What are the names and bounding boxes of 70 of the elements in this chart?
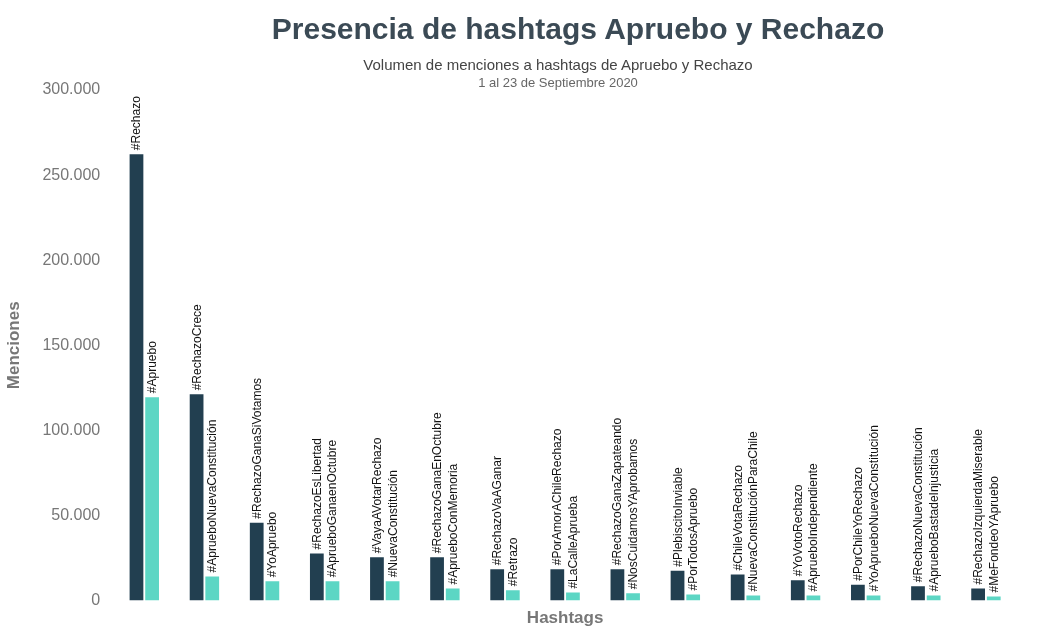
data-label: #ChileVotaRechazo (730, 464, 745, 571)
data-label: #PorChileYoRechazo (850, 466, 865, 581)
chart-subtitle: Volumen de menciones a hashtags de Apruebo y Rechazo (362, 56, 754, 73)
bar (129, 154, 144, 601)
data-label: #RechazoIzquierdaMiserable (971, 428, 986, 585)
data-label: #NuevaConstitución (385, 469, 400, 578)
bar (610, 569, 625, 601)
data-label: #AprueboBastadeInjusticia (926, 448, 941, 592)
bar (550, 569, 565, 601)
bar (851, 584, 865, 601)
bar (911, 586, 925, 601)
x-axis-title: Hashtags (526, 608, 604, 628)
data-label: #RechazoGanaEnOctubre (430, 412, 445, 554)
bar (385, 581, 400, 601)
data-label: #PorTodosApruebo (686, 487, 701, 591)
bar (189, 394, 204, 601)
data-label: #YoAprueboNuevaConstitución (866, 425, 881, 592)
bar (325, 581, 340, 601)
data-label: #NosCuidamosYAprobamos (626, 438, 641, 590)
bar (746, 595, 761, 601)
data-label: #RechazoGanaSiVotamos (249, 377, 264, 519)
y-tick-label: 300.000 (42, 80, 101, 98)
y-tick-label: 200.000 (42, 250, 101, 268)
bar (205, 576, 220, 601)
bar (265, 581, 280, 601)
y-tick-label: 0 (91, 591, 101, 609)
data-label: #RechazoEsLibertad (309, 438, 324, 550)
data-label: #YoVotoRechazo (790, 484, 805, 577)
bar (730, 574, 745, 601)
bar (370, 557, 384, 601)
data-label: #YoApruebo (265, 511, 280, 578)
bar (145, 397, 159, 601)
chart-title: Presencia de hashtags Apruebo y Rechazo (270, 12, 886, 46)
data-label: #RechazoNuevaConstitución (911, 427, 926, 583)
bar (490, 569, 505, 601)
data-label: #AprueboIndependiente (806, 463, 821, 592)
data-label: #PlebiscitoInviable (670, 466, 685, 567)
bar (505, 590, 520, 601)
bar (249, 522, 264, 601)
data-label: #RechazoCrece (189, 303, 204, 391)
data-label: #PorAmorAChileRechazo (550, 428, 565, 566)
data-label: #Retrazo (505, 537, 520, 587)
data-label: #Apruebo (145, 340, 160, 394)
bar (309, 553, 324, 601)
bar (806, 595, 821, 601)
bar (445, 588, 460, 601)
data-label: #RechazoGanaZapateando (610, 417, 625, 566)
y-tick-label: 150.000 (42, 335, 101, 353)
y-tick-label: 100.000 (42, 420, 101, 438)
data-label: #AprueboGanaenOctubre (325, 439, 340, 578)
data-label: #LaCalleAprueba (565, 495, 580, 589)
data-label: #RechazoVaAGanar (490, 456, 505, 566)
bar (686, 594, 701, 601)
data-label: #Rechazo (129, 95, 144, 151)
bar (626, 593, 640, 601)
y-tick-label: 50.000 (51, 505, 101, 523)
y-axis-title: Menciones (3, 301, 23, 390)
data-label: #AprueboConMemoria (445, 463, 460, 585)
data-label: #NuevaConstituciónParaChile (746, 431, 761, 592)
annotation: 1 al 23 de Septiembre 2020 (478, 75, 638, 90)
data-label: #AprueboNuevaConstitución (205, 419, 220, 573)
bar (866, 595, 881, 601)
bar (430, 557, 444, 601)
bar (670, 570, 685, 601)
bar (926, 595, 941, 601)
bar (790, 580, 805, 601)
y-tick-label: 250.000 (42, 165, 101, 183)
bar (971, 588, 985, 601)
data-label: #MeFondeoYApruebo (986, 475, 1001, 593)
data-label: #VayaAVotarRechazo (369, 437, 384, 554)
